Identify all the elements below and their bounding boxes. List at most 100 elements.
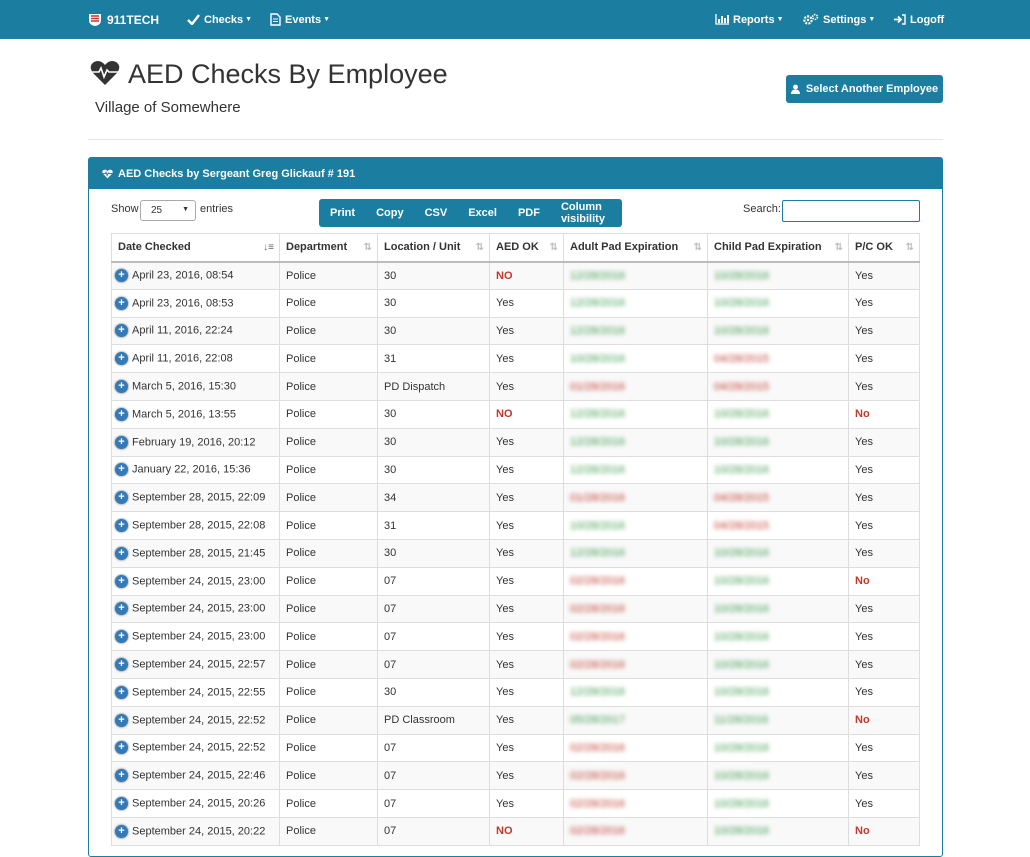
table-row[interactable]: + September 24, 2015, 22:55 Police 30 Yes 12/… [111,677,920,707]
department-cell: Police [279,705,378,735]
expand-row-icon[interactable]: + [115,407,128,421]
expand-row-icon[interactable]: + [115,296,128,310]
pc-ok-cell: Yes [848,455,920,485]
logout-icon [893,14,906,25]
col-department[interactable]: Department ⇅ [279,233,378,263]
table-row[interactable]: + September 24, 2015, 20:26 Police 07 Yes 02/… [111,789,920,818]
date-cell: + September 28, 2015, 21:45 [111,538,280,568]
adult-pad-cell: 12/28/2016 [563,288,708,318]
expand-row-icon[interactable]: + [115,602,128,616]
expand-row-icon[interactable]: + [115,769,128,783]
table-row[interactable]: + April 11, 2016, 22:24 Police 30 Yes 12/28/2… [111,316,920,346]
expand-row-icon[interactable]: + [115,546,128,560]
table-row[interactable]: + April 23, 2016, 08:54 Police 30 NO 12/28/20… [111,261,920,290]
nav-events[interactable]: Events ▼ [270,0,330,39]
entries-label: entries [200,203,234,215]
export-button-group: Print Copy CSV Excel PDF Column visibili… [319,199,622,227]
table-row[interactable]: + September 24, 2015, 20:22 Police 07 NO 02/2… [111,816,920,846]
brand-logo[interactable]: 911TECH [87,0,159,39]
col-pc-ok[interactable]: P/C OK ⇅ [848,233,920,263]
expand-row-icon[interactable]: + [115,519,128,533]
nav-reports[interactable]: Reports ▼ [715,0,784,39]
expand-row-icon[interactable]: + [115,463,128,477]
table-row[interactable]: + September 24, 2015, 22:52 Police PD Class… [111,705,920,735]
pc-ok-cell: Yes [848,789,920,818]
location-cell: PD Classroom [377,705,490,735]
column-visibility-button[interactable]: Column visibility [560,201,605,225]
col-child-pad-expiration[interactable]: Child Pad Expiration ⇅ [707,233,849,263]
table-row[interactable]: + September 24, 2015, 22:52 Police 07 Yes 02/… [111,733,920,763]
expand-row-icon[interactable]: + [115,352,128,366]
expand-row-icon[interactable]: + [115,824,128,838]
expand-row-icon[interactable]: + [115,797,128,811]
table-row[interactable]: + March 5, 2016, 13:55 Police 30 NO 12/28/201… [111,399,920,429]
col-date-checked[interactable]: Date Checked ↓≡ [111,233,280,263]
expand-row-icon[interactable]: + [115,491,128,505]
pc-ok-cell: Yes [848,483,920,513]
expand-row-icon[interactable]: + [115,574,128,588]
expand-row-icon[interactable]: + [115,713,128,727]
pdf-button[interactable]: PDF [517,207,540,219]
table-row[interactable]: + September 24, 2015, 23:00 Police 07 Yes 02/… [111,622,920,652]
table-row[interactable]: + September 24, 2015, 23:00 Police 07 Yes 02/… [111,566,920,596]
nav-settings[interactable]: Settings ▼ [803,0,875,39]
table-row[interactable]: + September 24, 2015, 23:00 Police 07 Yes 02/… [111,594,920,624]
excel-button[interactable]: Excel [468,207,497,219]
heartbeat-icon [90,60,120,89]
copy-button[interactable]: Copy [376,207,404,219]
child-pad-cell: 11/28/2016 [707,705,849,735]
aed-ok-cell: Yes [489,650,564,679]
expand-row-icon[interactable]: + [115,658,128,672]
location-cell: 31 [377,344,490,374]
expand-row-icon[interactable]: + [115,741,128,755]
table-row[interactable]: + January 22, 2016, 15:36 Police 30 Yes 12/28… [111,455,920,485]
caret-down-icon: ▼ [245,16,253,23]
table-row[interactable]: + September 24, 2015, 22:57 Police 07 Yes 02/… [111,650,920,679]
expand-row-icon[interactable]: + [115,269,128,283]
select-employee-button[interactable]: Select Another Employee [786,75,943,103]
entries-select[interactable]: 25 ▼ [140,200,196,221]
table-row[interactable]: + February 19, 2016, 20:12 Police 30 Yes 12/2… [111,427,920,457]
table-row[interactable]: + September 28, 2015, 22:09 Police 34 Yes 01/… [111,483,920,513]
col-aed-ok[interactable]: AED OK ⇅ [489,233,564,263]
pc-ok-cell: No [848,399,920,429]
header-divider [88,139,943,140]
nav-checks[interactable]: Checks ▼ [187,0,252,39]
nav-logoff[interactable]: Logoff [893,0,944,39]
location-cell: 07 [377,594,490,624]
table-row[interactable]: + September 28, 2015, 21:45 Police 30 Yes 12/… [111,538,920,568]
print-button[interactable]: Print [330,207,356,219]
aed-ok-cell: Yes [489,594,564,624]
department-cell: Police [279,677,378,707]
table-row[interactable]: + September 28, 2015, 22:08 Police 31 Yes 10/… [111,511,920,540]
csv-button[interactable]: CSV [424,207,448,219]
department-cell: Police [279,455,378,485]
expand-row-icon[interactable]: + [115,685,128,699]
location-cell: 07 [377,733,490,763]
table-row[interactable]: + September 24, 2015, 22:46 Police 07 Yes 02/… [111,761,920,791]
aed-ok-cell: Yes [489,344,564,374]
col-location[interactable]: Location / Unit ⇅ [377,233,490,263]
location-cell: 30 [377,261,490,290]
sort-icon: ⇅ [693,242,702,253]
col-adult-pad-expiration[interactable]: Adult Pad Expiration ⇅ [563,233,708,263]
department-cell: Police [279,566,378,596]
aed-ok-cell: NO [489,261,564,290]
expand-row-icon[interactable]: + [115,380,128,394]
table-row[interactable]: + March 5, 2016, 15:30 Police PD Dispatch Ye… [111,372,920,401]
results-panel: AED Checks by Sergeant Greg Glickauf # 1… [88,157,943,857]
expand-row-icon[interactable]: + [115,435,128,449]
child-pad-cell: 04/28/2015 [707,483,849,513]
adult-pad-cell: 01/28/2016 [563,483,708,513]
expand-row-icon[interactable]: + [115,630,128,644]
table-row[interactable]: + April 11, 2016, 22:08 Police 31 Yes 10/28/2… [111,344,920,374]
title-group: AED Checks By Employee [90,59,448,90]
expand-row-icon[interactable]: + [115,324,128,338]
department-cell: Police [279,483,378,513]
pc-ok-cell: Yes [848,594,920,624]
table-row[interactable]: + April 23, 2016, 08:53 Police 30 Yes 12/28/2… [111,288,920,318]
pc-ok-cell: Yes [848,733,920,763]
search-input[interactable] [782,200,920,222]
child-pad-cell: 10/28/2016 [707,427,849,457]
nav-settings-label: Settings [823,13,867,26]
